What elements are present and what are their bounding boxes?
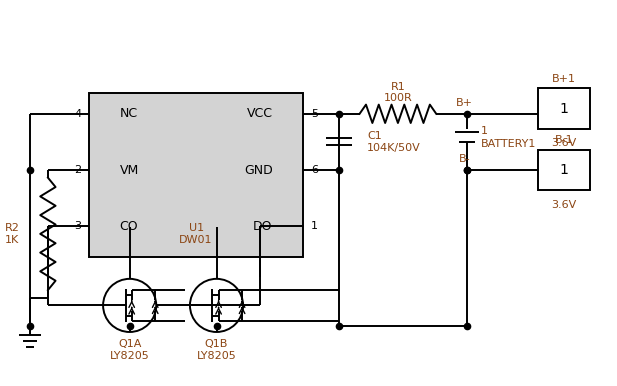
Text: B-: B-: [458, 154, 470, 164]
Text: B-1: B-1: [555, 135, 573, 146]
Text: R2
1K: R2 1K: [5, 223, 20, 245]
Text: B+1: B+1: [552, 74, 576, 84]
Text: 3.6V: 3.6V: [552, 139, 577, 149]
Text: GND: GND: [244, 164, 273, 176]
Text: 5: 5: [311, 109, 318, 119]
Text: CO: CO: [120, 220, 138, 233]
Text: Q1A
LY8205: Q1A LY8205: [110, 339, 149, 361]
Text: DO: DO: [253, 220, 273, 233]
Bar: [539, 88, 589, 129]
Text: 3: 3: [74, 221, 81, 231]
Text: Q1B
LY8205: Q1B LY8205: [197, 339, 236, 361]
Bar: [89, 93, 304, 257]
Text: 6: 6: [311, 165, 318, 175]
Text: C1
104K/50V: C1 104K/50V: [367, 131, 421, 153]
Text: VCC: VCC: [247, 107, 273, 120]
Text: VM: VM: [120, 164, 139, 176]
Text: 1: 1: [560, 163, 568, 177]
Text: 3.6V: 3.6V: [552, 200, 577, 210]
Text: B+: B+: [456, 98, 473, 108]
Text: 1: 1: [560, 102, 568, 116]
Bar: [539, 149, 589, 190]
Text: U1
DW01: U1 DW01: [180, 223, 213, 245]
Text: 1: 1: [481, 126, 488, 135]
Text: BATTERY1: BATTERY1: [481, 139, 537, 149]
Text: 1: 1: [311, 221, 318, 231]
Text: R1
100R: R1 100R: [384, 81, 412, 103]
Text: 2: 2: [74, 165, 81, 175]
Text: 4: 4: [74, 109, 81, 119]
Text: NC: NC: [120, 107, 138, 120]
